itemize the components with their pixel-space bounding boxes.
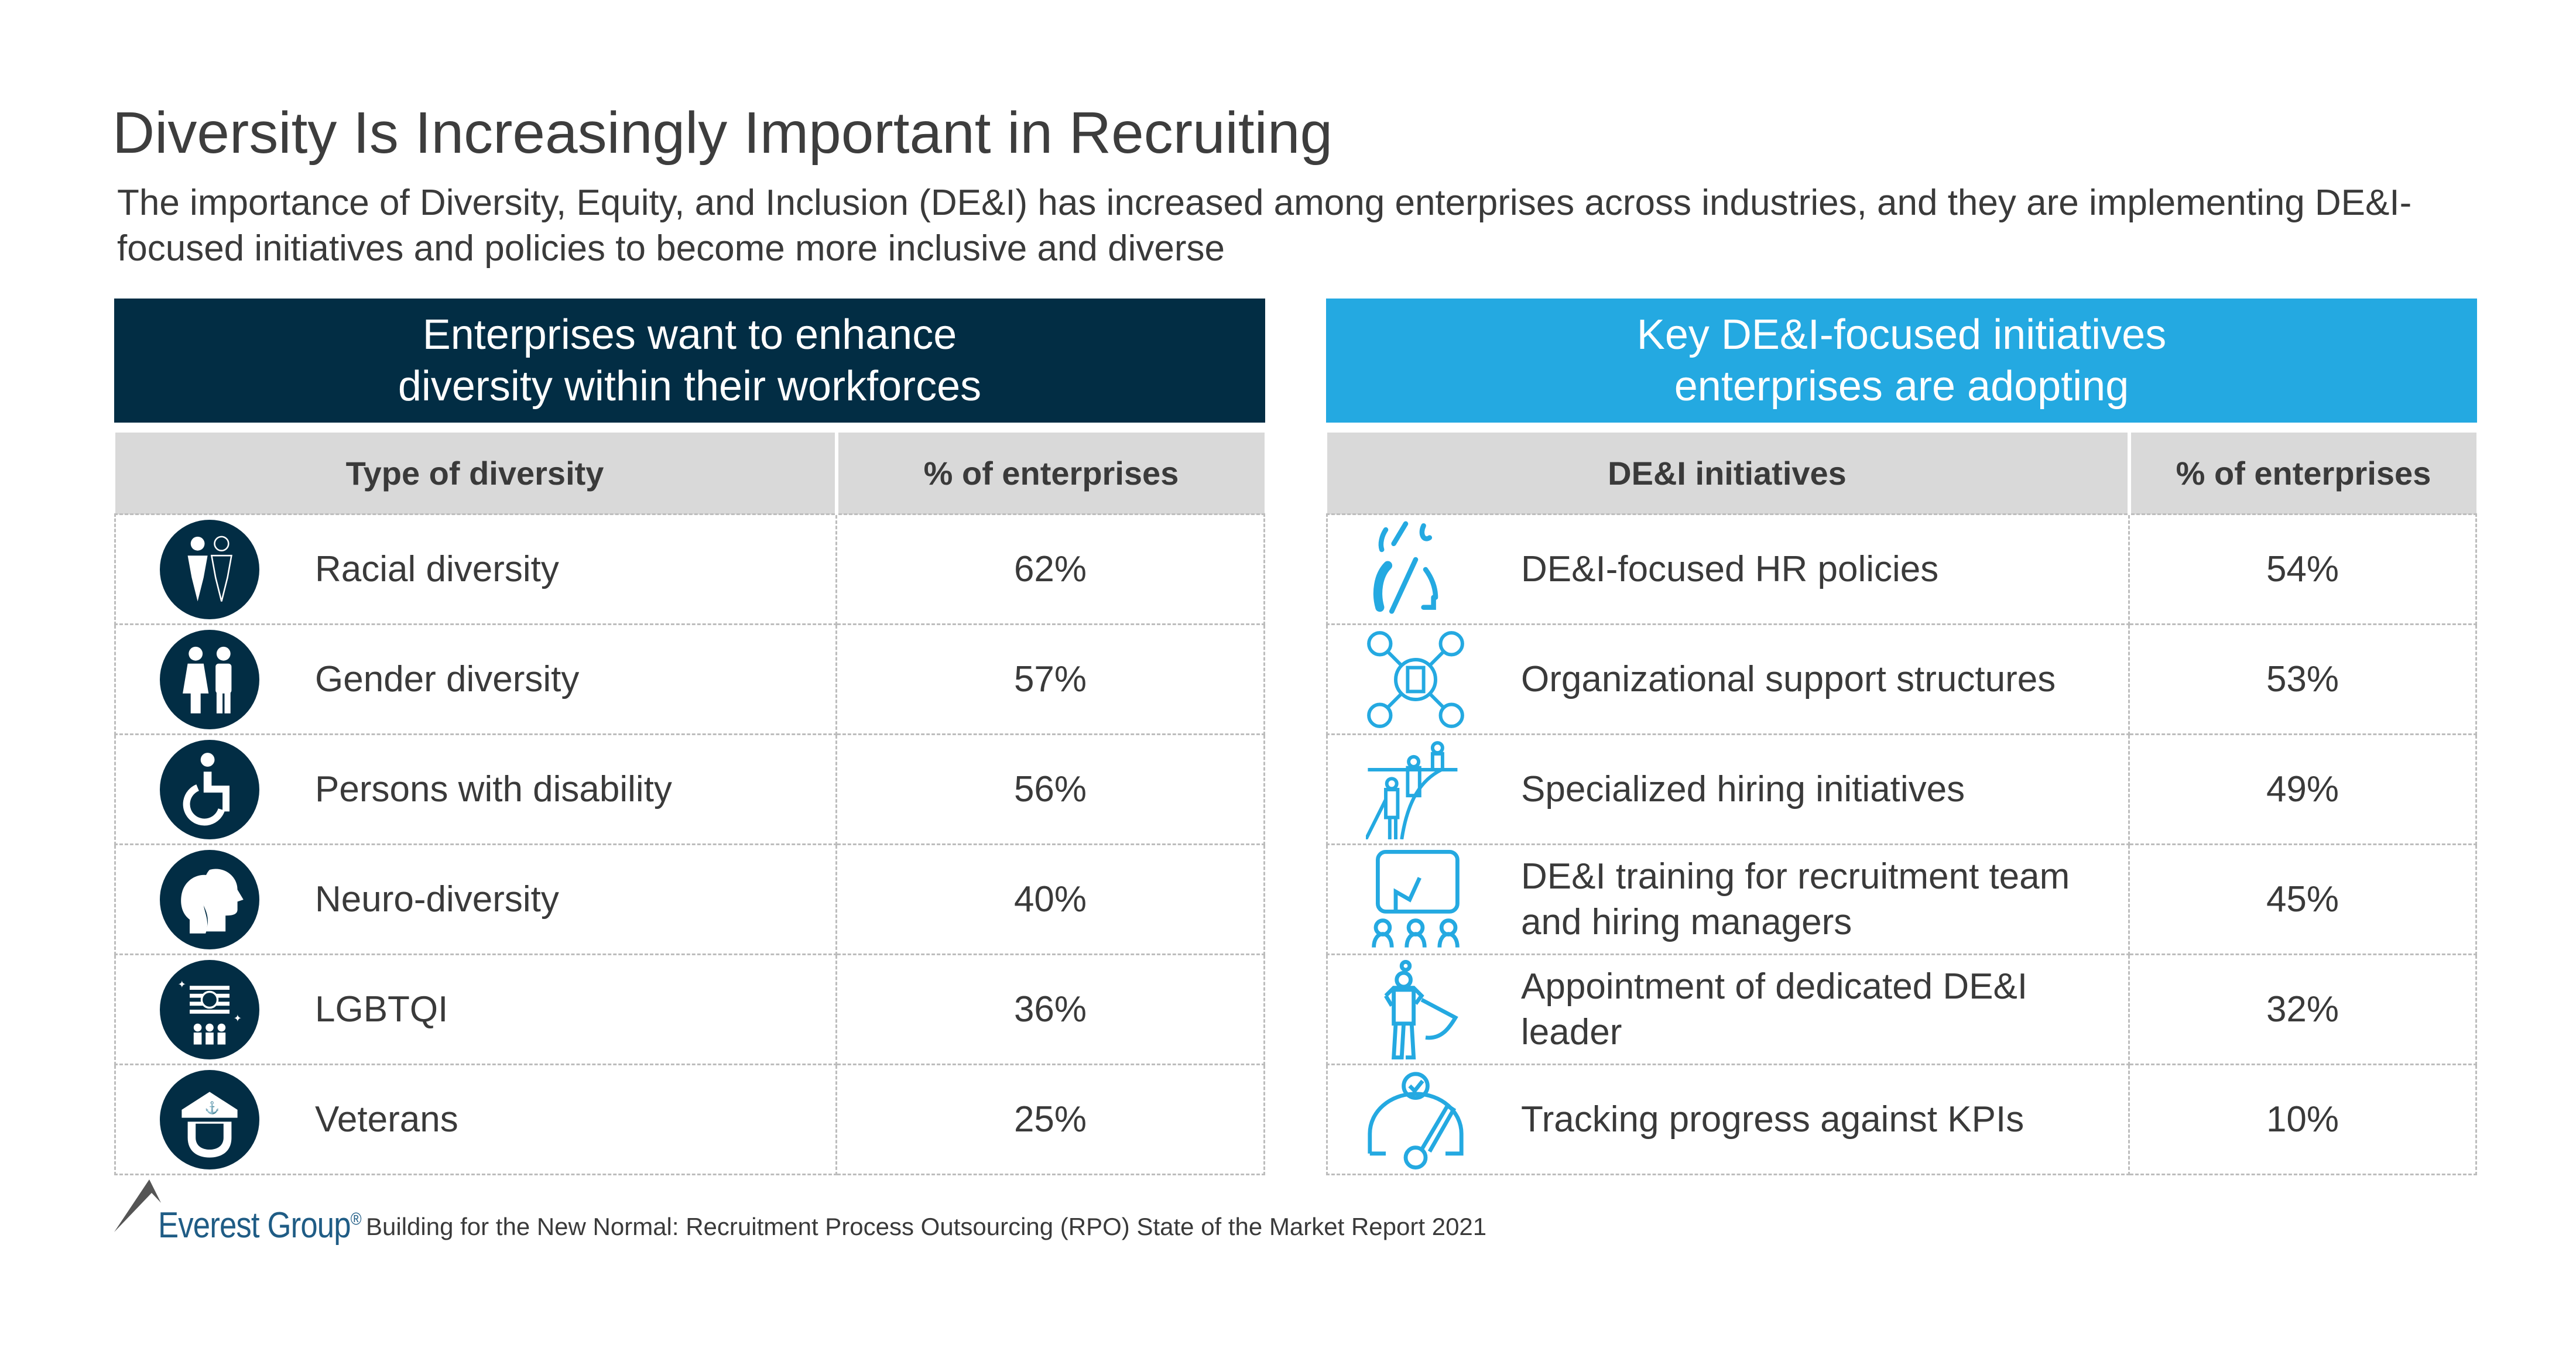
table-row: ⚓ Veterans 25% — [114, 1064, 1265, 1175]
percent-value: 10% — [2128, 1064, 2477, 1175]
table-row: Neuro-diversity 40% — [114, 843, 1265, 955]
column-header: % of enterprises — [834, 433, 1265, 514]
network-icon — [1367, 630, 1464, 728]
label-cell: Racial diversity — [114, 513, 837, 625]
svg-text:⚓: ⚓ — [205, 1100, 220, 1114]
label-cell: Appointment of dedicated DE&I leader — [1326, 953, 2130, 1065]
table-row: Persons with disability 56% — [114, 733, 1265, 845]
leader-cape-icon — [1384, 959, 1458, 1059]
row-label: DE&I training for recruitment team and h… — [1521, 856, 2070, 942]
table-row: DE&I training for recruitment team and h… — [1326, 843, 2477, 955]
footer: Everest Group® Building for the New Norm… — [114, 1177, 1636, 1247]
table-row: Organizational support structures 53% — [1326, 623, 2477, 735]
table-row: DE&I-focused HR policies 54% — [1326, 513, 2477, 625]
banner-line: diversity within their workforces — [398, 363, 982, 410]
label-cell: DE&I-focused HR policies — [1326, 513, 2130, 625]
banner-line: Key DE&I-focused initiatives — [1636, 311, 2167, 358]
training-board-icon — [1372, 849, 1460, 948]
label-cell: ⚓ Veterans — [114, 1064, 837, 1175]
diversity-banner: Enterprises want to enhance diversity wit… — [114, 299, 1265, 423]
label-cell: Organizational support structures — [1326, 623, 2130, 735]
percent-value: 62% — [835, 513, 1265, 625]
row-label: Specialized hiring initiatives — [1521, 769, 1965, 810]
table-row: Racial diversity 62% — [114, 513, 1265, 625]
page-subtitle: The importance of Diversity, Equity, and… — [117, 183, 2412, 269]
percent-value: 56% — [835, 733, 1265, 845]
svg-text:✦: ✦ — [178, 979, 186, 990]
row-label: Tracking progress against KPIs — [1521, 1099, 2025, 1140]
banner-line: enterprises are adopting — [1674, 363, 2129, 410]
column-header: % of enterprises — [2127, 433, 2476, 514]
source-note: Building for the New Normal: Recruitment… — [366, 1213, 1487, 1240]
label-cell: ✦ ✦ LGBTQI — [114, 953, 837, 1065]
label-cell: Specialized hiring initiatives — [1326, 733, 2130, 845]
svg-text:✦: ✦ — [234, 1013, 242, 1024]
diversity-panel: Enterprises want to enhance diversity wit… — [114, 299, 1265, 1175]
percent-value: 32% — [2128, 953, 2477, 1065]
percent-value: 53% — [2128, 623, 2477, 735]
row-label: Organizational support structures — [1521, 658, 2056, 699]
diversity-table: Type of diversity % of enterprises Racia… — [114, 433, 1265, 1175]
row-label: Veterans — [315, 1099, 458, 1140]
pride-flag-icon: ✦✦ — [160, 959, 259, 1059]
percent-value: 49% — [2128, 733, 2477, 845]
percent-value: 54% — [2128, 513, 2477, 625]
label-cell: Gender diversity — [114, 623, 837, 735]
percent-value: 25% — [835, 1064, 1265, 1175]
gauge-icon — [1368, 1071, 1464, 1169]
column-header: DE&I initiatives — [1327, 433, 2129, 514]
gender-icon — [160, 629, 259, 729]
percent-value: 40% — [835, 843, 1265, 955]
percent-value: 45% — [2128, 843, 2477, 955]
column-header: Type of diversity — [115, 433, 837, 514]
initiatives-banner: Key DE&I-focused initiatives enterprises … — [1326, 299, 2477, 423]
racial-diversity-icon — [160, 519, 259, 619]
table-row: Specialized hiring initiatives 49% — [1326, 733, 2477, 845]
initiatives-panel: Key DE&I-focused initiatives enterprises … — [1326, 299, 2477, 1175]
page-title: Diversity Is Increasingly Important in R… — [112, 100, 1333, 166]
label-cell: Tracking progress against KPIs — [1326, 1064, 2130, 1175]
initiatives-table: DE&I initiatives % of enterprises DE&I-f… — [1326, 433, 2477, 1175]
banner-line: Enterprises want to enhance — [422, 311, 957, 358]
table-row: Appointment of dedicated DE&I leader 32% — [1326, 953, 2477, 1065]
label-cell: Neuro-diversity — [114, 843, 837, 955]
row-label: Persons with disability — [315, 769, 672, 810]
brand-logo-text: Everest Group® — [158, 1205, 362, 1246]
policy-figure-icon — [1373, 521, 1438, 614]
heads-icon — [160, 849, 259, 949]
everest-logo-icon — [114, 1179, 161, 1232]
percent-value: 57% — [835, 623, 1265, 735]
row-label: LGBTQI — [315, 989, 448, 1030]
hiring-ladder-icon — [1366, 740, 1458, 839]
wheelchair-icon — [160, 739, 259, 839]
table-row: Tracking progress against KPIs 10% — [1326, 1064, 2477, 1175]
label-cell: DE&I training for recruitment team and h… — [1326, 843, 2130, 955]
row-label: Racial diversity — [315, 548, 559, 589]
row-label: Neuro-diversity — [315, 879, 559, 920]
navy-cap-icon: ⚓ — [160, 1069, 259, 1169]
row-label: Gender diversity — [315, 658, 580, 699]
table-row: Gender diversity 57% — [114, 623, 1265, 735]
percent-value: 36% — [835, 953, 1265, 1065]
row-label: DE&I-focused HR policies — [1521, 548, 1939, 589]
row-label: Appointment of dedicated DE&I leader — [1521, 966, 2028, 1052]
label-cell: Persons with disability — [114, 733, 837, 845]
table-row: ✦ ✦ LGBTQI 36% — [114, 953, 1265, 1065]
